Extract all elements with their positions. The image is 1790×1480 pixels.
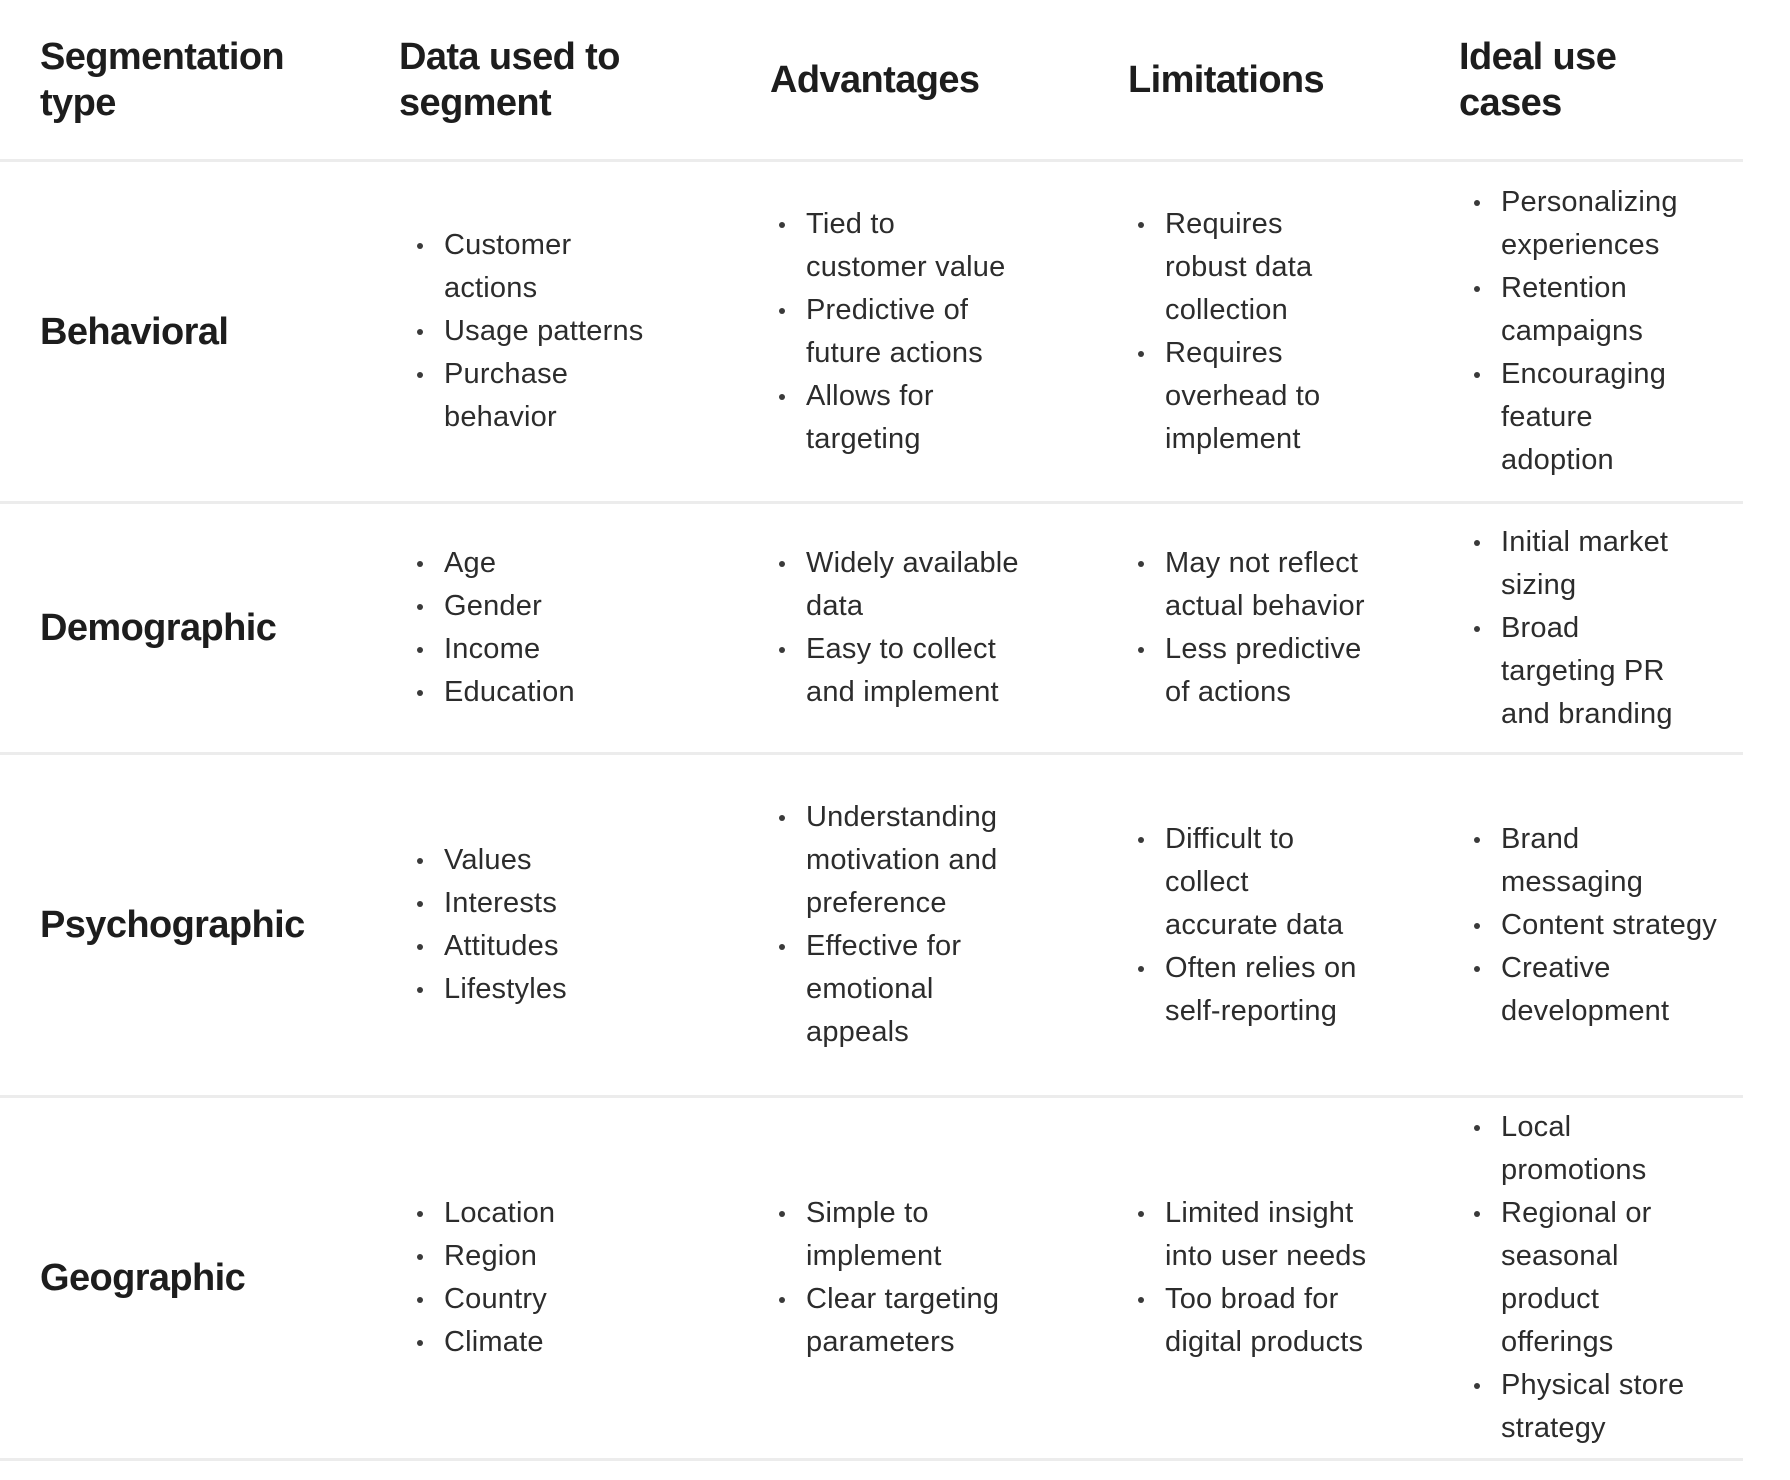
list-item: Requires overhead to implement — [1137, 332, 1320, 461]
data-used-cell: Customer actions Usage patterns Purchase b… — [399, 162, 770, 501]
segmentation-type-label: Behavioral — [40, 310, 229, 353]
ideal-use-cases-list: Personalizing experiences Retention campa… — [1473, 181, 1678, 482]
list-item: Limited insight into user needs — [1137, 1192, 1366, 1278]
list-item: Predictive of future actions — [778, 289, 1005, 375]
list-item: Less predictive of actions — [1137, 628, 1365, 714]
list-item: Gender — [416, 585, 575, 628]
list-item: Regional or seasonal product offerings — [1473, 1192, 1717, 1364]
advantages-list: Understanding motivation and preference E… — [778, 796, 997, 1054]
list-item: Country — [416, 1278, 555, 1321]
list-item: Customer actions — [416, 224, 643, 310]
data-used-list: Values Interests Attitudes Lifestyles — [416, 839, 567, 1011]
table-body: Behavioral Customer actions Usage pattern… — [0, 162, 1743, 1461]
column-header-data-used: Data used to segment — [399, 35, 620, 124]
ideal-use-cases-list: Local promotions Regional or seasonal pro… — [1473, 1106, 1717, 1450]
list-item: Education — [416, 671, 575, 714]
list-item: Difficult to collect accurate data — [1137, 818, 1357, 947]
ideal-use-cases-list: Brand messaging Content strategy Creative … — [1473, 818, 1717, 1033]
data-used-cell: Age Gender Income Education — [399, 504, 770, 752]
segmentation-type-cell: Psychographic — [0, 755, 399, 1095]
ideal-use-cases-cell: Initial market sizing Broad targeting PR … — [1459, 504, 1743, 752]
limitations-list: Limited insight into user needs Too broad… — [1137, 1192, 1366, 1364]
list-item: Too broad for digital products — [1137, 1278, 1366, 1364]
list-item: Climate — [416, 1321, 555, 1364]
advantages-list: Widely available data Easy to collect and… — [778, 542, 1019, 714]
advantages-cell: Tied to customer value Predictive of futu… — [770, 162, 1128, 501]
limitations-cell: Limited insight into user needs Too broad… — [1128, 1098, 1459, 1458]
list-item: Tied to customer value — [778, 203, 1005, 289]
list-item: Income — [416, 628, 575, 671]
limitations-list: May not reflect actual behavior Less pred… — [1137, 542, 1365, 714]
advantages-cell: Understanding motivation and preference E… — [770, 755, 1128, 1095]
list-item: Content strategy — [1473, 904, 1717, 947]
list-item: May not reflect actual behavior — [1137, 542, 1365, 628]
data-used-cell: Values Interests Attitudes Lifestyles — [399, 755, 770, 1095]
list-item: Age — [416, 542, 575, 585]
list-item: Physical store strategy — [1473, 1364, 1717, 1450]
column-header-advantages: Advantages — [770, 58, 980, 101]
list-item: Creative development — [1473, 947, 1717, 1033]
data-used-cell: Location Region Country Climate — [399, 1098, 770, 1458]
list-item: Widely available data — [778, 542, 1019, 628]
list-item: Simple to implement — [778, 1192, 999, 1278]
table-header-row: Segmentation type Data used to segment A… — [0, 0, 1743, 162]
data-used-list: Location Region Country Climate — [416, 1192, 555, 1364]
advantages-list: Tied to customer value Predictive of futu… — [778, 203, 1005, 461]
list-item: Brand messaging — [1473, 818, 1717, 904]
segmentation-type-cell: Demographic — [0, 504, 399, 752]
ideal-use-cases-cell: Personalizing experiences Retention campa… — [1459, 162, 1743, 501]
list-item: Interests — [416, 882, 567, 925]
limitations-list: Requires robust data collection Requires … — [1137, 203, 1320, 461]
ideal-use-cases-cell: Local promotions Regional or seasonal pro… — [1459, 1098, 1743, 1458]
segmentation-comparison-table: Segmentation type Data used to segment A… — [0, 0, 1743, 1461]
list-item: Purchase behavior — [416, 353, 643, 439]
column-header-ideal-use-cases: Ideal use cases — [1459, 35, 1617, 124]
limitations-cell: May not reflect actual behavior Less pred… — [1128, 504, 1459, 752]
segmentation-type-label: Psychographic — [40, 904, 305, 946]
column-header-limitations: Limitations — [1128, 58, 1325, 101]
advantages-cell: Widely available data Easy to collect and… — [770, 504, 1128, 752]
list-item: Often relies on self-reporting — [1137, 947, 1357, 1033]
segmentation-type-cell: Behavioral — [0, 162, 399, 501]
list-item: Retention campaigns — [1473, 267, 1678, 353]
limitations-cell: Requires robust data collection Requires … — [1128, 162, 1459, 501]
advantages-cell: Simple to implement Clear targeting param… — [770, 1098, 1128, 1458]
list-item: Values — [416, 839, 567, 882]
list-item: Requires robust data collection — [1137, 203, 1320, 332]
list-item: Personalizing experiences — [1473, 181, 1678, 267]
list-item: Region — [416, 1235, 555, 1278]
table-row: Behavioral Customer actions Usage pattern… — [0, 162, 1743, 504]
list-item: Clear targeting parameters — [778, 1278, 999, 1364]
list-item: Effective for emotional appeals — [778, 925, 997, 1054]
ideal-use-cases-cell: Brand messaging Content strategy Creative … — [1459, 755, 1743, 1095]
table-row: Psychographic Values Interests Attitudes Li… — [0, 755, 1743, 1098]
list-item: Usage patterns — [416, 310, 643, 353]
list-item: Location — [416, 1192, 555, 1235]
list-item: Attitudes — [416, 925, 567, 968]
list-item: Lifestyles — [416, 968, 567, 1011]
data-used-list: Age Gender Income Education — [416, 542, 575, 714]
ideal-use-cases-list: Initial market sizing Broad targeting PR … — [1473, 521, 1673, 736]
list-item: Initial market sizing — [1473, 521, 1673, 607]
segmentation-type-label: Geographic — [40, 1257, 246, 1299]
segmentation-type-cell: Geographic — [0, 1098, 399, 1458]
list-item: Understanding motivation and preference — [778, 796, 997, 925]
list-item: Broad targeting PR and branding — [1473, 607, 1673, 736]
advantages-list: Simple to implement Clear targeting param… — [778, 1192, 999, 1364]
limitations-list: Difficult to collect accurate data Often … — [1137, 818, 1357, 1033]
table-row: Geographic Location Region Country Climate … — [0, 1098, 1743, 1461]
table-row: Demographic Age Gender Income Education Wid… — [0, 504, 1743, 755]
segmentation-type-label: Demographic — [40, 607, 277, 649]
data-used-list: Customer actions Usage patterns Purchase b… — [416, 224, 643, 439]
list-item: Allows for targeting — [778, 375, 1005, 461]
limitations-cell: Difficult to collect accurate data Often … — [1128, 755, 1459, 1095]
list-item: Easy to collect and implement — [778, 628, 1019, 714]
list-item: Encouraging feature adoption — [1473, 353, 1678, 482]
list-item: Local promotions — [1473, 1106, 1717, 1192]
column-header-segmentation-type: Segmentation type — [40, 35, 285, 124]
